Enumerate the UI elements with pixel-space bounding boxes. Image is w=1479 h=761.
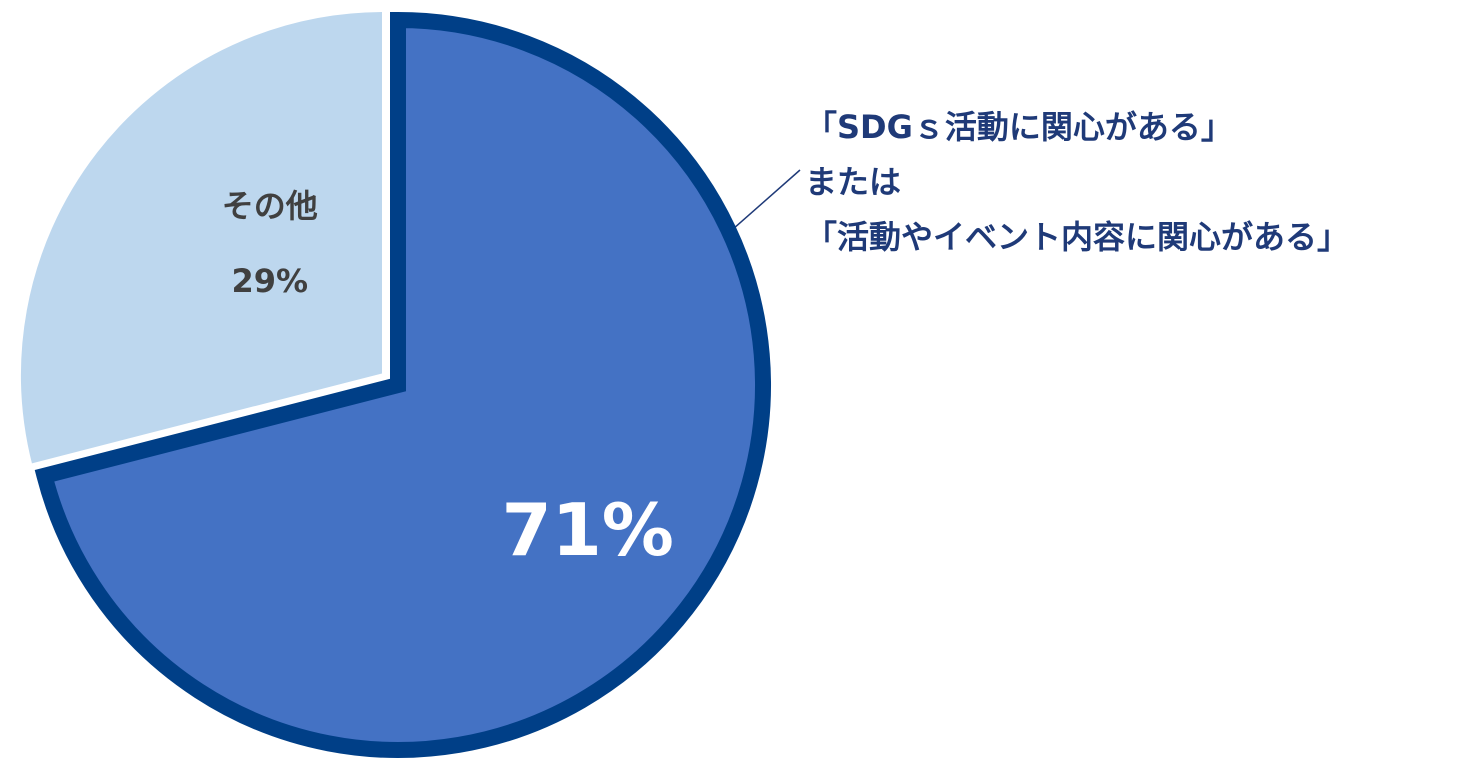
pie-slice	[17, 7, 386, 469]
category-label: 「SDGｓ活動に関心がある」 または 「活動やイベント内容に関心がある」	[805, 108, 1350, 256]
pie-slice	[34, 11, 771, 758]
value-label: 29%	[231, 262, 308, 300]
category-label: その他	[222, 187, 318, 225]
value-label: 71%	[502, 488, 674, 572]
